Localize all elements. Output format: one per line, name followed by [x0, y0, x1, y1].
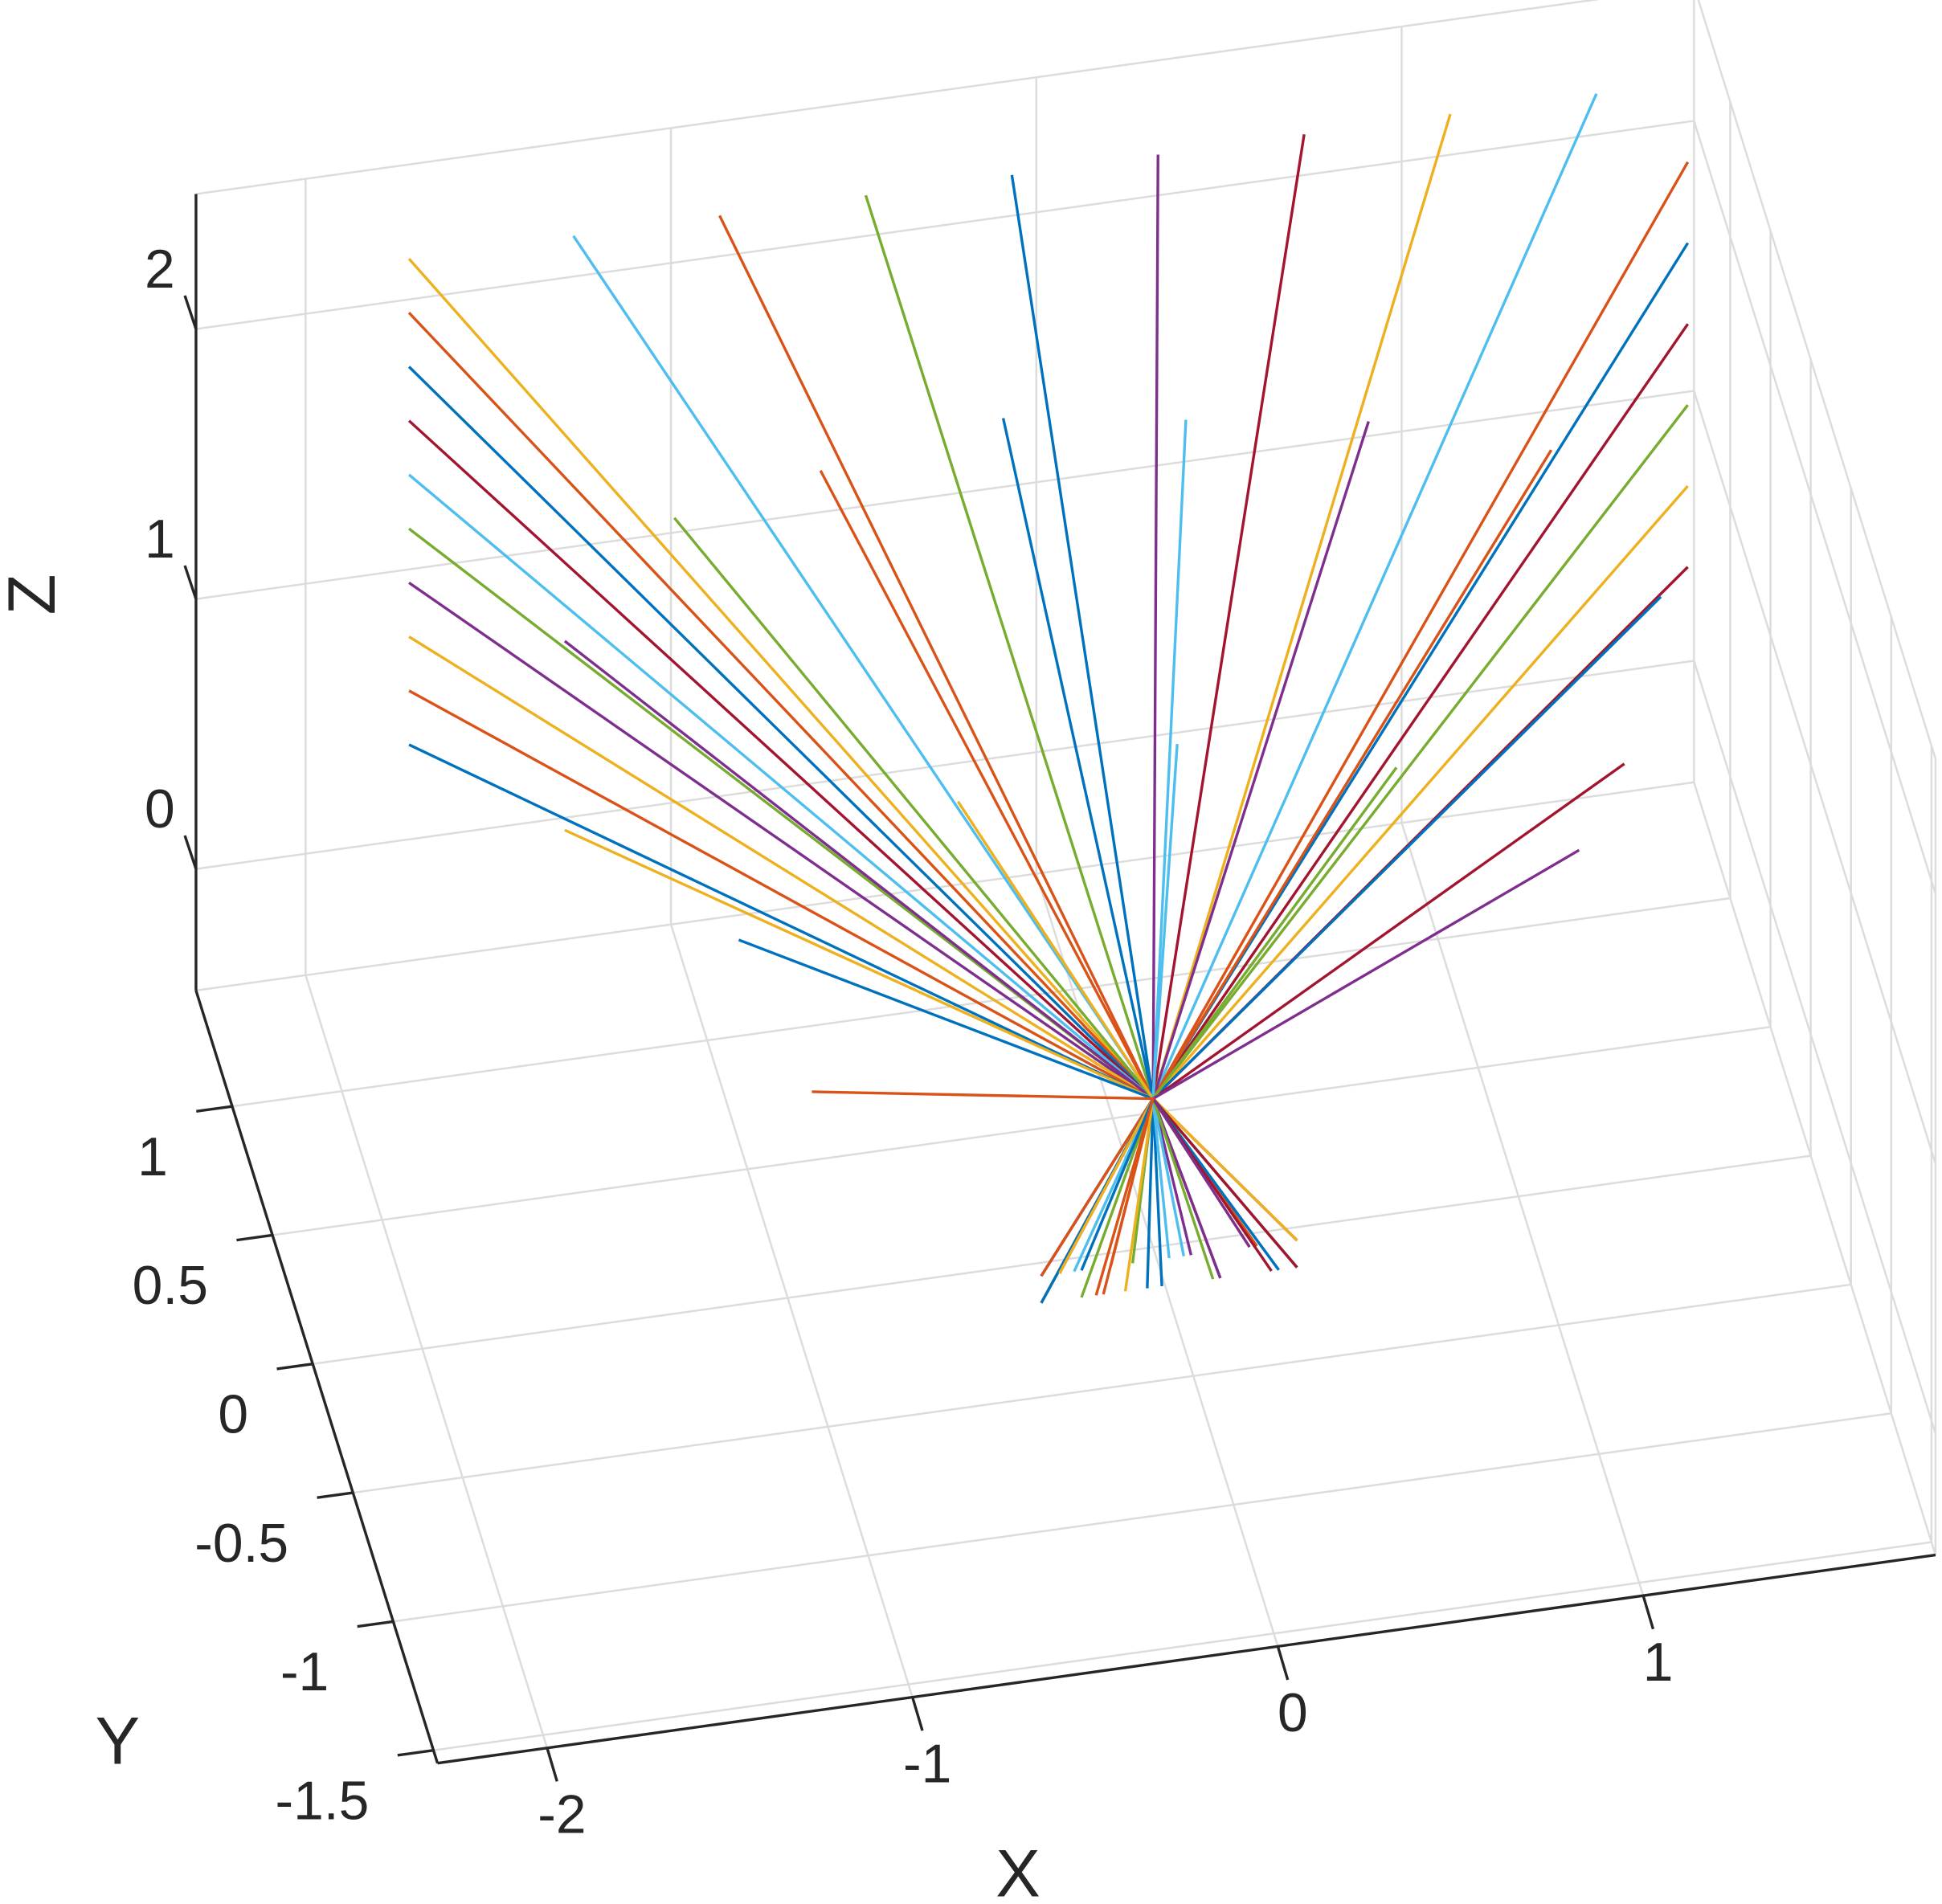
box-edge: [195, 0, 1600, 195]
grid-line: [1693, 660, 1937, 1434]
y-tick: [276, 1363, 313, 1371]
x-tick: [1642, 1595, 1655, 1630]
y-tick: [196, 1105, 233, 1113]
x-tick-label: -2: [538, 1785, 586, 1845]
grid-line: [195, 120, 1695, 330]
grid-line: [272, 1026, 1771, 1236]
z-tick-label: 0: [145, 779, 175, 840]
lines: [407, 93, 1690, 1304]
z-tick: [183, 565, 198, 600]
y-tick-label: -1.5: [275, 1771, 369, 1831]
x-tick: [1276, 1645, 1290, 1681]
z-tick-label: 1: [145, 509, 175, 570]
z-axis-label: Z: [0, 574, 69, 615]
grid-line: [231, 897, 1731, 1108]
x-tick-label: 0: [1278, 1683, 1308, 1743]
y-tick-label: 0: [218, 1385, 248, 1445]
grid-line: [669, 924, 914, 1698]
z-tick-label: 2: [145, 239, 175, 300]
grid-line: [305, 974, 549, 1749]
y-tick: [317, 1491, 354, 1499]
grid-line: [433, 1541, 1932, 1751]
grid-line: [1035, 873, 1279, 1647]
y-axis-label: Y: [96, 1703, 141, 1778]
grid: [195, 0, 1937, 1751]
x-tick-label: 1: [1643, 1632, 1674, 1693]
y-tick-label: 0.5: [133, 1256, 208, 1316]
grid-line: [1693, 390, 1937, 1164]
y-tick: [357, 1620, 394, 1628]
x-tick-label: -1: [903, 1734, 951, 1794]
box-edge: [1697, 0, 1937, 759]
grid-line: [1400, 822, 1645, 1596]
z-tick: [183, 835, 198, 870]
x-tick: [546, 1747, 558, 1782]
y-tick-label: -1: [280, 1642, 329, 1702]
x-tick: [911, 1697, 924, 1731]
y-tick: [236, 1233, 273, 1242]
y-tick: [397, 1749, 434, 1757]
x-axis-label: X: [996, 1836, 1041, 1904]
y-tick-label: -0.5: [194, 1514, 288, 1574]
data-line: [812, 1090, 1155, 1296]
x-axis: [437, 1553, 1936, 1765]
grid-line: [195, 390, 1695, 600]
z-tick: [183, 295, 198, 330]
box-edge: [195, 781, 1695, 992]
y-axis: [194, 990, 440, 1764]
grid-line: [313, 1154, 1811, 1365]
grid-line: [195, 660, 1695, 870]
box-edge: [1693, 782, 1937, 1555]
grid-line: [393, 1412, 1891, 1623]
grid-line: [1693, 121, 1937, 894]
axes: -2 -1 0 1 -1.5 -1 -0.5 0 0.5 1 0 1 2: [133, 194, 1936, 1845]
grid-line: [353, 1283, 1851, 1494]
y-tick-label: 1: [137, 1127, 168, 1187]
